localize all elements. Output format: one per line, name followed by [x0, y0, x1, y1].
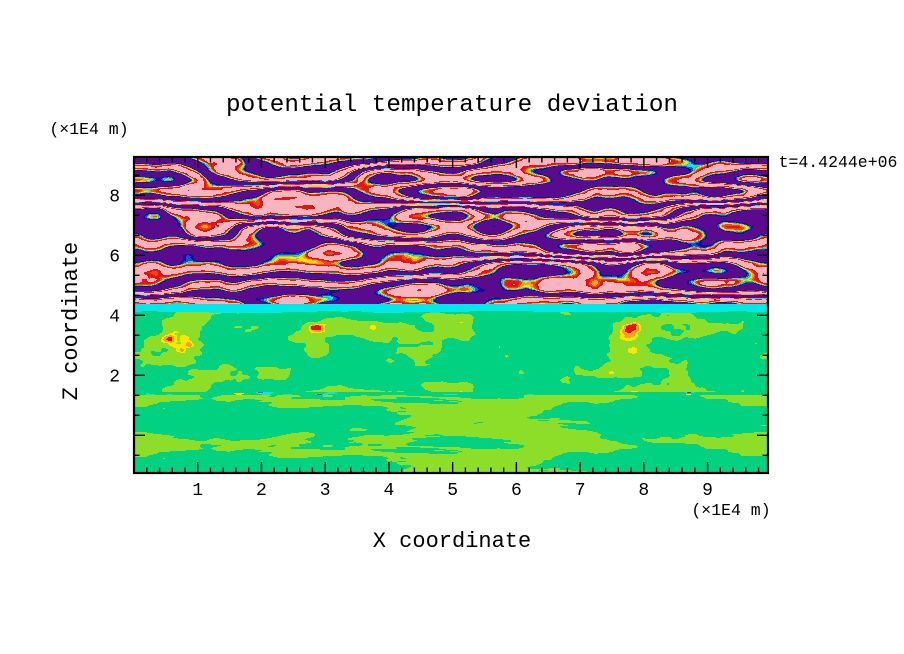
svg-text:8: 8: [638, 481, 649, 501]
svg-text:(×1E4 m): (×1E4 m): [49, 120, 128, 139]
svg-text:6: 6: [511, 481, 522, 501]
svg-text:potential temperature deviatio: potential temperature deviation: [226, 92, 678, 119]
svg-text:4: 4: [384, 481, 395, 501]
svg-text:X coordinate: X coordinate: [373, 529, 531, 554]
svg-text:2: 2: [256, 481, 267, 501]
svg-text:2: 2: [109, 367, 120, 387]
svg-text:7: 7: [575, 481, 586, 501]
svg-text:(×1E4 m): (×1E4 m): [691, 501, 770, 520]
svg-text:t=4.4244e+06: t=4.4244e+06: [779, 153, 898, 172]
svg-text:9: 9: [702, 481, 713, 501]
svg-text:4: 4: [109, 307, 120, 327]
svg-text:Z coordinate: Z coordinate: [59, 242, 84, 400]
svg-text:3: 3: [320, 481, 331, 501]
svg-text:6: 6: [109, 247, 120, 267]
svg-text:1: 1: [192, 481, 203, 501]
svg-text:5: 5: [447, 481, 458, 501]
svg-text:8: 8: [109, 187, 120, 207]
